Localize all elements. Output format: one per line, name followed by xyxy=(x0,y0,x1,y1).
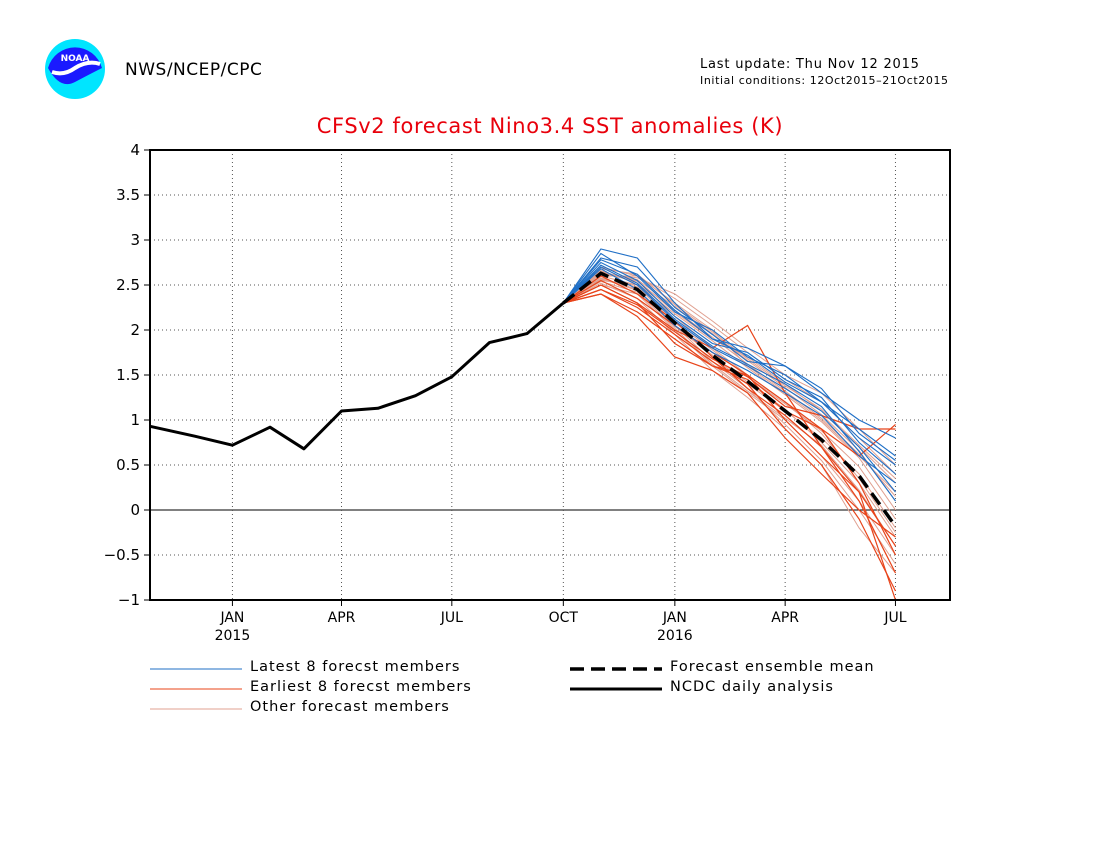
x-tick-label: JAN xyxy=(219,610,244,626)
x-tick-label: JUL xyxy=(883,610,906,626)
analysis-line xyxy=(149,301,565,451)
other-member-line xyxy=(563,275,896,533)
y-tick-label: 0 xyxy=(130,501,140,519)
x-tick-label: OCT xyxy=(549,610,579,626)
logo-text: NOAA xyxy=(61,54,90,64)
earliest-member-line xyxy=(562,279,896,457)
y-tick-label: 2.5 xyxy=(116,276,140,294)
earliest-member-line xyxy=(563,284,897,574)
grid-layer xyxy=(150,150,950,600)
other-member-line xyxy=(562,271,896,502)
x-tick-year-label: 2015 xyxy=(215,628,251,644)
latest-member-line xyxy=(562,268,896,484)
y-tick-label: 3.5 xyxy=(116,186,140,204)
other-member-line xyxy=(563,280,896,547)
x-tick-label: APR xyxy=(771,610,799,626)
agency-label: NWS/NCEP/CPC xyxy=(125,60,263,80)
other-member-line xyxy=(563,277,896,565)
other-member-line xyxy=(563,279,896,520)
y-tick-label: 3 xyxy=(130,231,140,249)
latest-member-line xyxy=(562,264,896,502)
legend-label-earliest: Earliest 8 forecst members xyxy=(250,679,472,695)
main-series-layer xyxy=(149,271,897,528)
y-tick-label: 1.5 xyxy=(116,366,140,384)
legend-label-other: Other forecast members xyxy=(250,699,450,715)
y-tick-label: 2 xyxy=(130,321,140,339)
other-member-line xyxy=(563,278,896,538)
other-member-line xyxy=(563,279,896,529)
y-tick-label: 4 xyxy=(130,141,140,159)
axis-labels-layer: 4 3.5 3 2.5 2 1.5 1 0.5 0 −0.5 −1 JAN 2015 APR JUL OCT J… xyxy=(104,141,907,644)
noaa-logo: NOAA xyxy=(45,39,105,99)
y-tick-label: 0.5 xyxy=(116,456,140,474)
x-tick-year-label: 2016 xyxy=(657,628,693,644)
chart-title: CFSv2 forecast Nino3.4 SST anomalies (K) xyxy=(316,114,784,138)
latest-member-line xyxy=(562,252,896,457)
y-tick-label: −1 xyxy=(118,591,140,609)
ensemble-mean-line xyxy=(562,271,897,528)
initial-conditions-label: Initial conditions: 12Oct2015–21Oct2015 xyxy=(700,74,949,87)
latest-member-line xyxy=(562,259,896,466)
legend-layer xyxy=(150,667,662,710)
earliest-member-line xyxy=(563,293,896,538)
x-tick-label: APR xyxy=(328,610,356,626)
other-member-line xyxy=(563,282,896,574)
earliest-member-line xyxy=(562,275,897,601)
last-update-label: Last update: Thu Nov 12 2015 xyxy=(700,57,920,72)
forecast-members-layer xyxy=(562,248,897,601)
y-tick-label: 1 xyxy=(130,411,140,429)
legend-label-latest: Latest 8 forecst members xyxy=(250,659,461,675)
latest-member-line xyxy=(562,257,896,461)
earliest-member-line xyxy=(563,288,896,430)
legend-label-analysis: NCDC daily analysis xyxy=(670,679,834,695)
earliest-member-line xyxy=(563,288,897,592)
y-tick-label: −0.5 xyxy=(104,546,140,564)
x-tick-label: JAN xyxy=(662,610,687,626)
x-tick-label: JUL xyxy=(440,610,463,626)
legend-label-mean: Forecast ensemble mean xyxy=(670,659,875,675)
